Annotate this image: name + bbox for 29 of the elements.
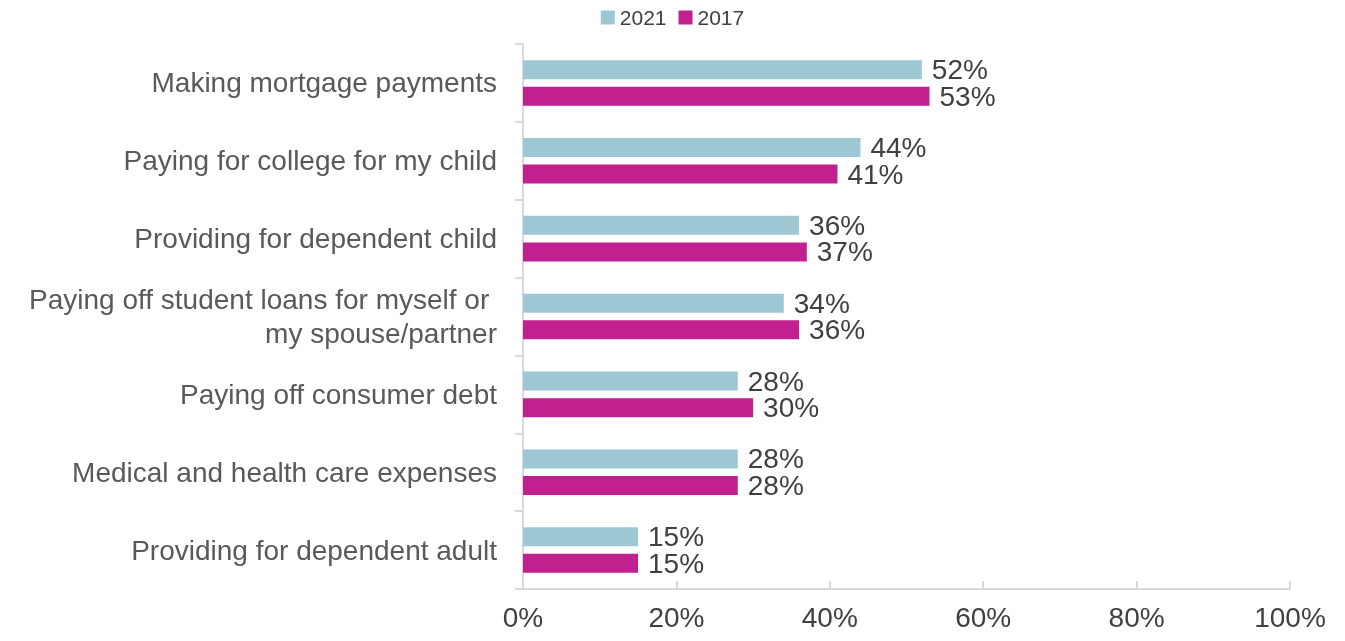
- bar: [523, 137, 861, 157]
- x-tick-label: 100%: [1254, 601, 1326, 633]
- y-tick-label: Providing for dependent adult: [131, 534, 498, 566]
- bar: [523, 60, 922, 80]
- y-tick-label: Paying off student loans for myself or my spouse/partner: [29, 284, 497, 349]
- bar: [523, 293, 784, 313]
- legend-label: 2021: [619, 6, 667, 29]
- bar: [523, 527, 639, 547]
- bar: [523, 164, 838, 184]
- x-tick-label: 0%: [502, 601, 544, 633]
- y-tick-label: Paying for college for my child: [123, 145, 497, 177]
- bar: [523, 553, 639, 573]
- bar: [523, 215, 800, 235]
- bar: [523, 398, 754, 418]
- y-tick-label: Providing for dependent child: [134, 223, 497, 255]
- x-tick-label: 60%: [955, 601, 1012, 633]
- bar: [523, 449, 738, 469]
- legend-label: 2017: [697, 6, 745, 29]
- bar: [523, 86, 930, 106]
- x-tick-label: 80%: [1108, 601, 1165, 633]
- bar: [523, 371, 738, 391]
- y-tick-label: Paying off consumer debt: [179, 378, 498, 410]
- x-tick-label: 40%: [801, 601, 858, 633]
- x-tick-label: 20%: [648, 601, 705, 633]
- bar: [523, 476, 738, 496]
- y-tick-label: Medical and health care expenses: [72, 456, 497, 488]
- bar: [523, 320, 800, 340]
- y-tick-label: Making mortgage payments: [151, 67, 497, 99]
- bar: [523, 242, 807, 262]
